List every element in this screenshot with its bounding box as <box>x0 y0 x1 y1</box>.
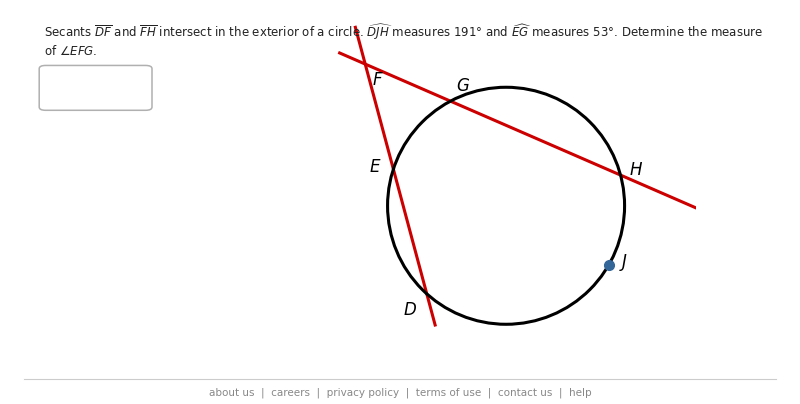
Text: $H$: $H$ <box>629 161 643 179</box>
FancyBboxPatch shape <box>39 65 152 110</box>
Text: $D$: $D$ <box>403 301 418 319</box>
Text: $G$: $G$ <box>456 77 470 95</box>
Text: $E$: $E$ <box>369 158 382 176</box>
Text: Secants $\overline{DF}$ and $\overline{FH}$ intersect in the exterior of a circl: Secants $\overline{DF}$ and $\overline{F… <box>44 22 763 59</box>
Text: $F$: $F$ <box>372 71 384 89</box>
Text: $J$: $J$ <box>619 252 629 273</box>
Text: about us  |  careers  |  privacy policy  |  terms of use  |  contact us  |  help: about us | careers | privacy policy | te… <box>209 387 591 398</box>
